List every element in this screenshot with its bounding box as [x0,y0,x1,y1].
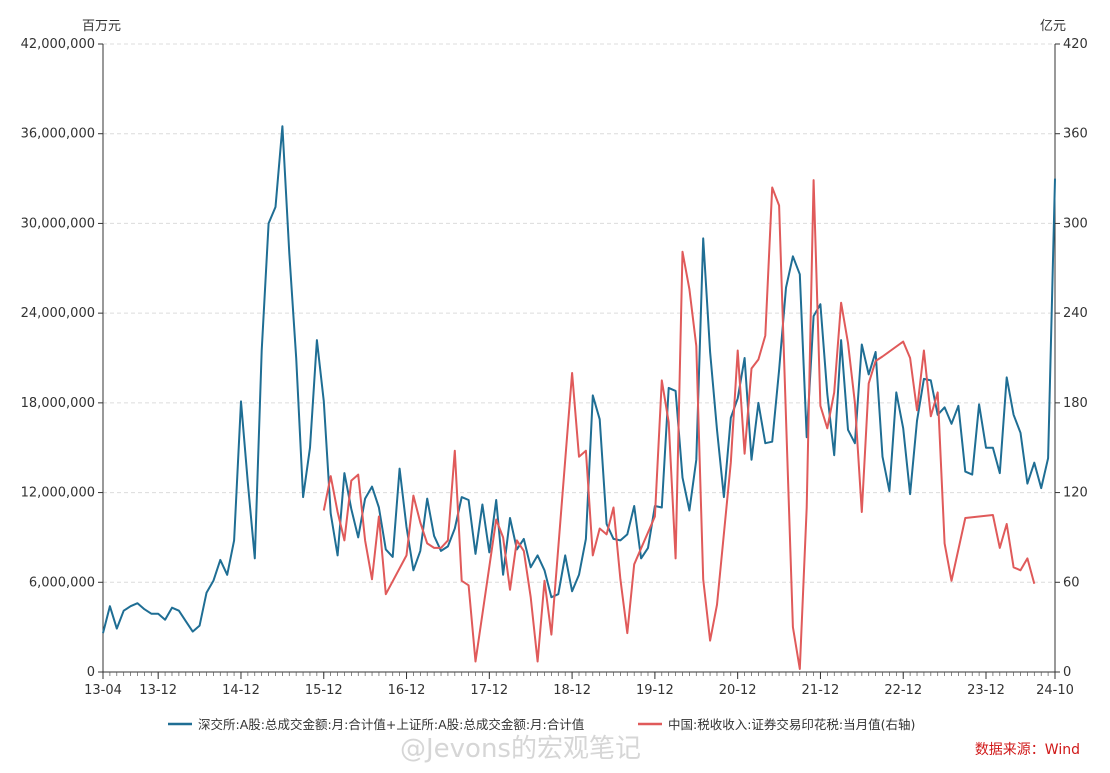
left-axis-unit: 百万元 [82,19,121,34]
right-tick-label: 180 [1063,396,1088,411]
legend: 深交所:A股:总成交金额:月:合计值+上证所:A股:总成交金额:月:合计值 中国… [168,717,915,732]
left-tick-label: 42,000,000 [21,37,95,52]
x-tick-label: 22-12 [884,683,922,698]
right-tick-label: 240 [1063,306,1088,321]
right-tick-label: 120 [1063,486,1088,501]
right-axis-unit: 亿元 [1040,19,1066,34]
axes: 0 0 6,000,000 60 12,000,000 120 18,000,000 180 2… [21,37,1088,698]
x-tick-label: 24-10 [1036,683,1074,698]
left-tick-label: 6,000,000 [29,575,95,590]
x-tick-label: 14-12 [222,683,260,698]
x-tick-label: 21-12 [802,683,840,698]
legend-label-turnover: 深交所:A股:总成交金额:月:合计值+上证所:A股:总成交金额:月:合计值 [198,717,584,732]
right-tick-label: 420 [1063,37,1088,52]
watermark-text: @Jevons的宏观笔记 [400,734,641,764]
gridlines [103,43,1055,583]
legend-label-stamp-duty: 中国:税收收入:证券交易印花税:当月值(右轴) [668,717,915,732]
x-tick-label: 13-12 [139,683,177,698]
left-tick-label: 36,000,000 [21,127,95,142]
x-tick-label: 23-12 [967,683,1005,698]
x-tick-label: 15-12 [305,683,343,698]
x-tick-label: 19-12 [636,683,674,698]
x-tick-label: 18-12 [553,683,591,698]
data-source-label: 数据来源：Wind [974,742,1080,758]
x-tick-label: 17-12 [470,683,508,698]
x-tick-label: 13-04 [84,683,122,698]
right-tick-label: 0 [1063,665,1071,680]
series-line-stamp-duty [322,179,1036,670]
series-lines [102,125,1056,670]
left-tick-label: 0 [87,665,95,680]
series-line-turnover [102,125,1056,634]
left-tick-label: 12,000,000 [21,486,95,501]
right-tick-label: 300 [1063,216,1088,231]
right-tick-label: 360 [1063,127,1088,142]
right-tick-label: 60 [1063,575,1080,590]
x-tick-label: 16-12 [388,683,426,698]
left-tick-label: 30,000,000 [21,216,95,231]
x-tick-label: 20-12 [719,683,757,698]
left-tick-label: 18,000,000 [21,396,95,411]
left-tick-label: 24,000,000 [21,306,95,321]
